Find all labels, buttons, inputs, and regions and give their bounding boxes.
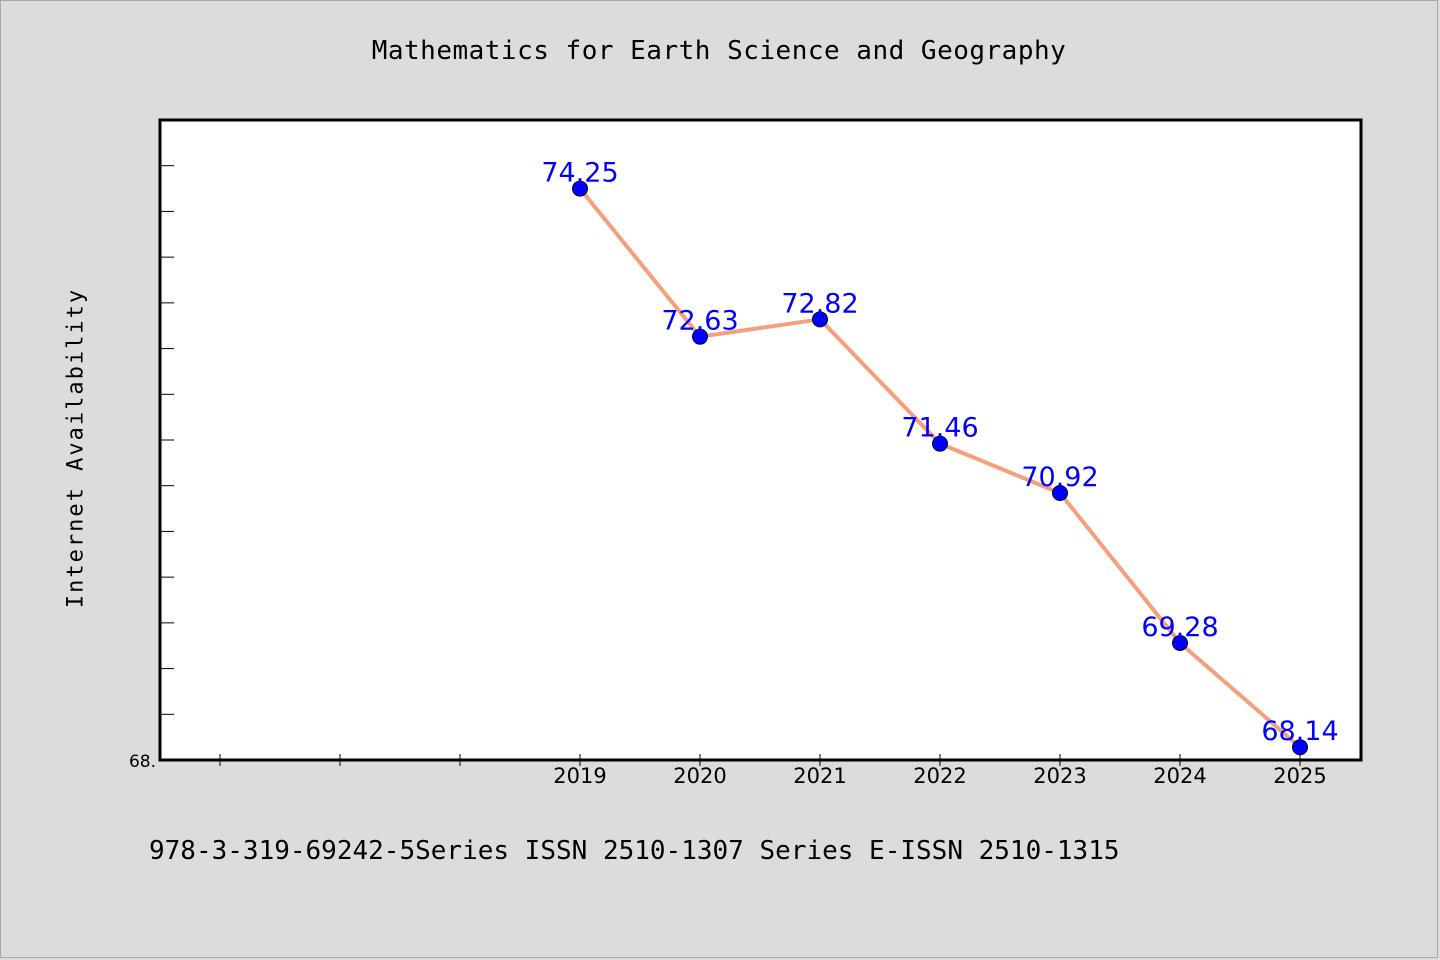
- data-label: 72.82: [781, 288, 858, 319]
- data-label: 72.63: [661, 306, 738, 337]
- x-tick-label: 2024: [1153, 764, 1206, 788]
- data-point: [1052, 485, 1068, 502]
- data-point: [1292, 739, 1308, 756]
- data-label: 74.25: [541, 158, 618, 189]
- plot-area: [158, 118, 1363, 762]
- data-label: 68.14: [1261, 716, 1338, 747]
- data-point: [1172, 634, 1188, 651]
- data-label: 69.28: [1141, 612, 1218, 643]
- y-tick-label: 68.: [129, 752, 156, 772]
- footer-isbn: 978-3-319-69242-5Series ISSN 2510-1307 S…: [149, 836, 1120, 866]
- data-label: 70.92: [1021, 462, 1098, 493]
- x-tick-label: 2022: [913, 764, 966, 788]
- axis-ticks: 68. 2019 2020 2021 2022 2023 2024 2025: [129, 165, 1327, 788]
- x-tick-label: 2020: [673, 764, 726, 788]
- x-tick-label: 2025: [1273, 764, 1326, 788]
- data-label: 71.46: [901, 413, 978, 444]
- x-tick-label: 2019: [553, 764, 606, 788]
- x-tick-label: 2021: [793, 764, 846, 788]
- series-layer: 74.25 72.63 72.82 71.46 70.92 69.28 68.14: [541, 158, 1339, 756]
- chart-title: Mathematics for Earth Science and Geogra…: [371, 36, 1067, 66]
- data-point: [812, 311, 828, 328]
- data-point: [932, 435, 948, 452]
- x-tick-label: 2023: [1033, 764, 1086, 788]
- data-point: [692, 328, 708, 345]
- data-point: [572, 180, 588, 197]
